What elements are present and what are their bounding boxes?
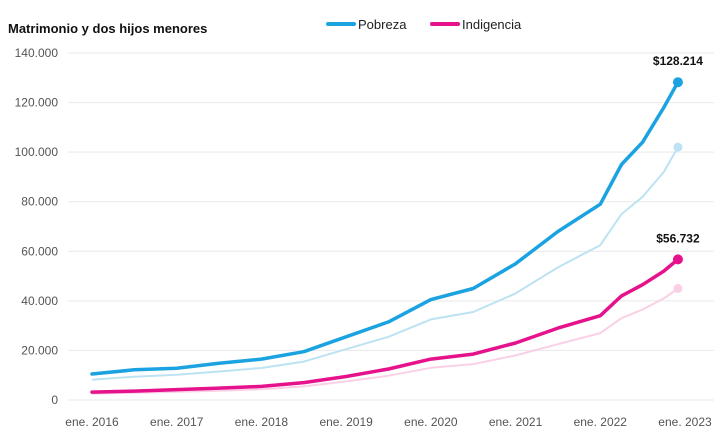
legend[interactable]: Pobreza Indigencia: [326, 17, 522, 32]
legend-label-pobreza[interactable]: Pobreza: [358, 17, 407, 32]
x-tick-label: ene. 2019: [319, 415, 373, 429]
series-line-indigencia[interactable]: [90, 257, 680, 394]
y-tick-label: 140.000: [15, 46, 59, 60]
end-markers: $128.214 $56.732: [653, 54, 703, 265]
ghost-line-1: [91, 287, 679, 395]
x-tick-label: ene. 2022: [574, 415, 628, 429]
y-tick-label: 0: [51, 393, 58, 407]
legend-label-indigencia[interactable]: Indigencia: [462, 17, 522, 32]
x-tick-label: ene. 2023: [658, 415, 712, 429]
ghost-end-point-1: [673, 283, 683, 293]
end-point-pobreza[interactable]: [672, 77, 683, 88]
ghost-series: [91, 142, 683, 395]
end-point-indigencia[interactable]: [672, 254, 683, 265]
y-tick-label: 60.000: [21, 244, 58, 258]
x-tick-label: ene. 2020: [404, 415, 458, 429]
x-tick-label: ene. 2017: [150, 415, 204, 429]
ghost-end-point-0: [673, 142, 683, 152]
y-tick-label: 40.000: [21, 294, 58, 308]
y-tick-label: 120.000: [15, 96, 59, 110]
y-tick-label: 80.000: [21, 195, 58, 209]
series-lines: [90, 80, 680, 394]
gridlines: [68, 52, 714, 401]
x-tick-label: ene. 2018: [235, 415, 289, 429]
series-line-pobreza[interactable]: [90, 80, 680, 376]
x-tick-label: ene. 2021: [489, 415, 543, 429]
end-value-label-pobreza: $128.214: [653, 54, 703, 68]
chart-title: Matrimonio y dos hijos menores: [8, 21, 207, 36]
x-tick-label: ene. 2016: [65, 415, 119, 429]
y-axis: 140.000 120.000 100.000 80.000 60.000 40.000 2…: [15, 46, 59, 407]
ghost-line-0: [91, 146, 679, 381]
y-tick-label: 20.000: [21, 343, 58, 357]
y-tick-label: 100.000: [15, 145, 59, 159]
end-value-label-indigencia: $56.732: [656, 231, 700, 245]
x-axis: ene. 2016 ene. 2017 ene. 2018 ene. 2019 ene.…: [65, 415, 712, 429]
